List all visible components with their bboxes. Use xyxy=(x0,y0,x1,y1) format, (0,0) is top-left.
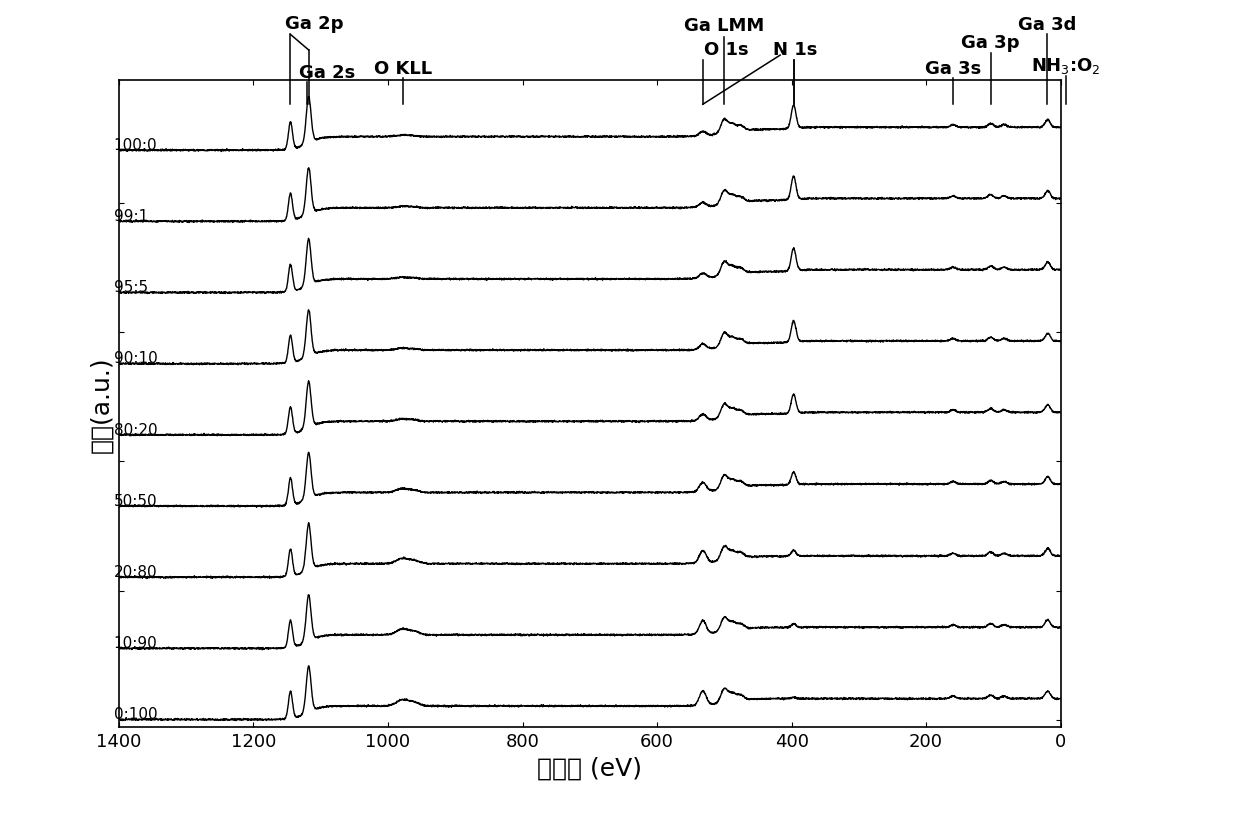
X-axis label: 结合能 (eV): 结合能 (eV) xyxy=(537,755,642,779)
Text: Ga 3p: Ga 3p xyxy=(961,34,1021,52)
Text: 90:10: 90:10 xyxy=(114,351,157,366)
Text: Ga 2p: Ga 2p xyxy=(285,15,343,33)
Text: Ga 3d: Ga 3d xyxy=(1018,16,1076,34)
Text: N 1s: N 1s xyxy=(774,41,818,59)
Text: 0:100: 0:100 xyxy=(114,706,157,721)
Text: 80:20: 80:20 xyxy=(114,422,157,437)
Text: 50:50: 50:50 xyxy=(114,493,157,508)
Text: 10:90: 10:90 xyxy=(114,635,157,650)
Y-axis label: 强度(a.u.): 强度(a.u.) xyxy=(89,355,113,452)
Text: Ga LMM: Ga LMM xyxy=(684,18,764,35)
Text: 100:0: 100:0 xyxy=(114,138,157,153)
Text: Ga 2s: Ga 2s xyxy=(299,64,356,82)
Text: O 1s: O 1s xyxy=(704,41,749,59)
Text: 20:80: 20:80 xyxy=(114,564,157,579)
Text: NH$_3$:O$_2$: NH$_3$:O$_2$ xyxy=(1032,55,1101,75)
Text: 95:5: 95:5 xyxy=(114,280,148,295)
Text: O KLL: O KLL xyxy=(373,60,432,78)
Text: Ga 3s: Ga 3s xyxy=(925,60,981,78)
Text: 99:1: 99:1 xyxy=(114,209,148,224)
